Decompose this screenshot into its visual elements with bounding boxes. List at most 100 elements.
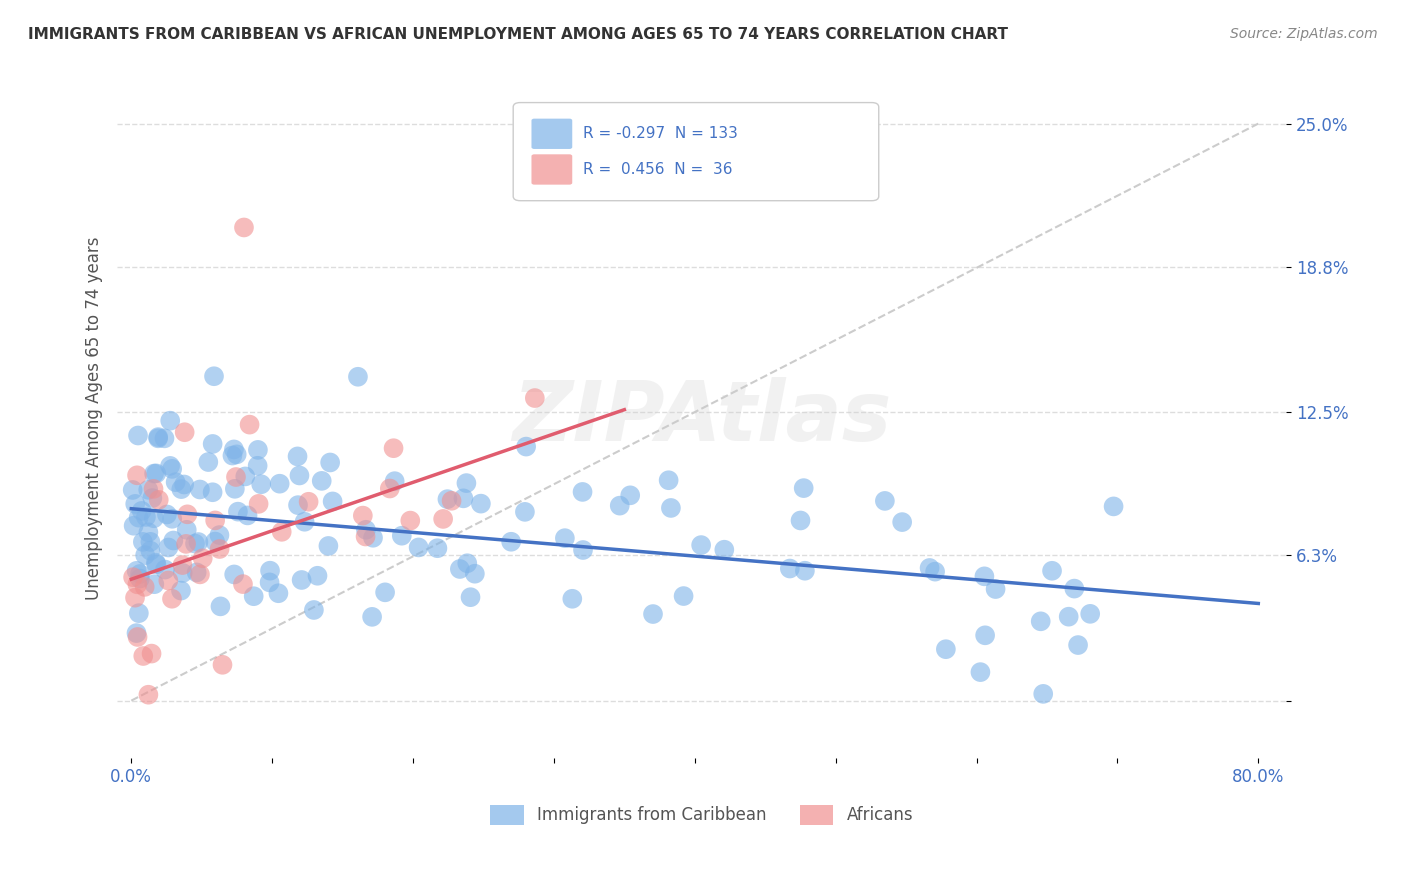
Immigrants from Caribbean	[307, 568, 329, 582]
Immigrants from Caribbean	[641, 607, 664, 621]
Africans	[270, 524, 292, 539]
Immigrants from Caribbean	[984, 582, 1007, 596]
Immigrants from Caribbean	[515, 440, 537, 454]
Immigrants from Caribbean	[143, 577, 166, 591]
Immigrants from Caribbean	[269, 476, 291, 491]
Immigrants from Caribbean	[318, 539, 340, 553]
Immigrants from Caribbean	[129, 566, 152, 581]
Immigrants from Caribbean	[222, 442, 245, 457]
Africans	[354, 529, 377, 543]
Immigrants from Caribbean	[201, 485, 224, 500]
Immigrants from Caribbean	[121, 483, 143, 497]
Africans	[211, 657, 233, 672]
Immigrants from Caribbean	[145, 558, 167, 572]
Immigrants from Caribbean	[134, 548, 156, 562]
Immigrants from Caribbean	[294, 515, 316, 529]
Immigrants from Caribbean	[609, 499, 631, 513]
Immigrants from Caribbean	[129, 572, 152, 586]
Immigrants from Caribbean	[513, 505, 536, 519]
Immigrants from Caribbean	[935, 642, 957, 657]
Immigrants from Caribbean	[173, 477, 195, 491]
Africans	[127, 577, 149, 591]
Immigrants from Caribbean	[453, 491, 475, 506]
Immigrants from Caribbean	[659, 500, 682, 515]
Africans	[148, 492, 170, 507]
Immigrants from Caribbean	[145, 467, 167, 481]
Africans	[297, 495, 319, 509]
Immigrants from Caribbean	[160, 512, 183, 526]
Immigrants from Caribbean	[224, 482, 246, 496]
Immigrants from Caribbean	[146, 431, 169, 445]
Immigrants from Caribbean	[160, 462, 183, 476]
Africans	[399, 514, 422, 528]
Immigrants from Caribbean	[347, 369, 370, 384]
Africans	[188, 567, 211, 582]
Immigrants from Caribbean	[554, 531, 576, 545]
Immigrants from Caribbean	[1057, 609, 1080, 624]
Immigrants from Caribbean	[426, 541, 449, 556]
Immigrants from Caribbean	[470, 497, 492, 511]
Immigrants from Caribbean	[456, 556, 478, 570]
Africans	[225, 470, 247, 484]
Immigrants from Caribbean	[165, 475, 187, 490]
Immigrants from Caribbean	[561, 591, 583, 606]
Immigrants from Caribbean	[924, 565, 946, 579]
Africans	[176, 508, 198, 522]
Immigrants from Caribbean	[125, 626, 148, 640]
Text: IMMIGRANTS FROM CARIBBEAN VS AFRICAN UNEMPLOYMENT AMONG AGES 65 TO 74 YEARS CORR: IMMIGRANTS FROM CARIBBEAN VS AFRICAN UNE…	[28, 27, 1008, 42]
Immigrants from Caribbean	[1078, 607, 1101, 621]
Immigrants from Caribbean	[128, 606, 150, 620]
Immigrants from Caribbean	[236, 508, 259, 523]
Africans	[142, 482, 165, 496]
Immigrants from Caribbean	[201, 437, 224, 451]
Immigrants from Caribbean	[460, 590, 482, 604]
Africans	[157, 574, 180, 588]
Immigrants from Caribbean	[250, 477, 273, 491]
Immigrants from Caribbean	[1067, 638, 1090, 652]
Immigrants from Caribbean	[187, 535, 209, 549]
Immigrants from Caribbean	[145, 556, 167, 570]
Immigrants from Caribbean	[1040, 564, 1063, 578]
Immigrants from Caribbean	[139, 534, 162, 549]
Text: ZIPAtlas: ZIPAtlas	[512, 377, 891, 458]
Africans	[125, 468, 148, 483]
Immigrants from Caribbean	[148, 430, 170, 444]
Immigrants from Caribbean	[789, 513, 811, 527]
Immigrants from Caribbean	[159, 458, 181, 473]
Immigrants from Caribbean	[311, 474, 333, 488]
Immigrants from Caribbean	[713, 542, 735, 557]
Immigrants from Caribbean	[141, 491, 163, 505]
Immigrants from Caribbean	[1029, 615, 1052, 629]
Africans	[208, 541, 231, 556]
Immigrants from Caribbean	[449, 562, 471, 576]
Text: R = -0.297  N = 133: R = -0.297 N = 133	[583, 127, 738, 141]
Immigrants from Caribbean	[184, 536, 207, 550]
Immigrants from Caribbean	[226, 505, 249, 519]
Immigrants from Caribbean	[224, 567, 246, 582]
Immigrants from Caribbean	[793, 564, 815, 578]
Africans	[232, 577, 254, 591]
Immigrants from Caribbean	[361, 610, 384, 624]
Africans	[247, 497, 270, 511]
Immigrants from Caribbean	[287, 498, 309, 512]
Immigrants from Caribbean	[138, 525, 160, 540]
Immigrants from Caribbean	[159, 414, 181, 428]
Immigrants from Caribbean	[302, 603, 325, 617]
Immigrants from Caribbean	[918, 561, 941, 575]
Immigrants from Caribbean	[246, 442, 269, 457]
Immigrants from Caribbean	[1032, 687, 1054, 701]
Immigrants from Caribbean	[136, 483, 159, 497]
Immigrants from Caribbean	[1063, 582, 1085, 596]
Immigrants from Caribbean	[128, 510, 150, 524]
Immigrants from Caribbean	[246, 458, 269, 473]
Immigrants from Caribbean	[153, 431, 176, 445]
Immigrants from Caribbean	[202, 369, 225, 384]
Immigrants from Caribbean	[873, 494, 896, 508]
Africans	[132, 648, 155, 663]
Immigrants from Caribbean	[225, 447, 247, 461]
Immigrants from Caribbean	[143, 467, 166, 481]
Immigrants from Caribbean	[464, 566, 486, 581]
Immigrants from Caribbean	[157, 541, 180, 555]
Immigrants from Caribbean	[135, 510, 157, 524]
Immigrants from Caribbean	[153, 563, 176, 577]
